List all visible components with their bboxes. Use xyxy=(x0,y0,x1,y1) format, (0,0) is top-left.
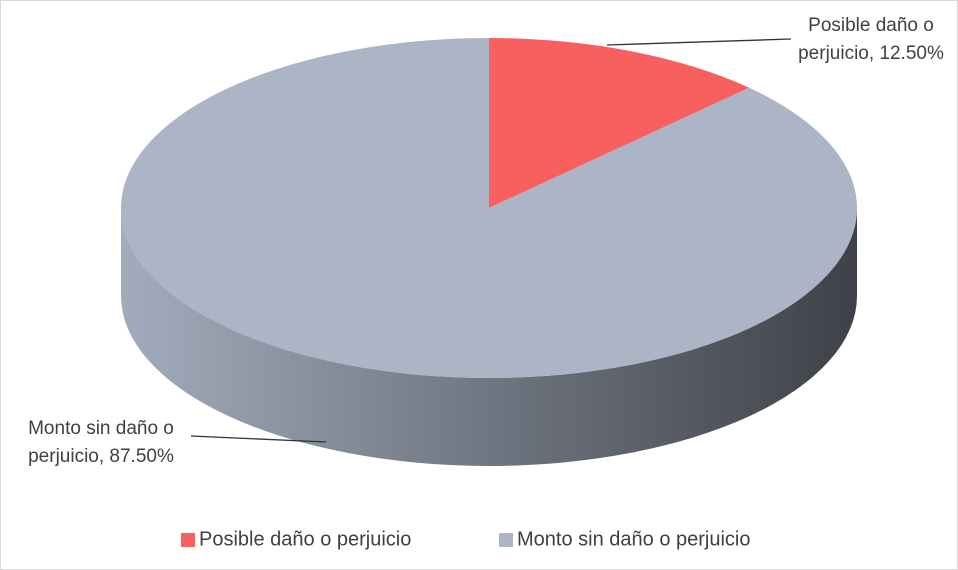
pie-slice xyxy=(120,38,857,378)
legend-label: Posible daño o perjuicio xyxy=(199,528,411,550)
leader-line xyxy=(190,435,327,443)
legend-swatch xyxy=(181,533,195,547)
data-label: Monto sin daño o perjuicio, 87.50% xyxy=(28,418,174,467)
legend-label: Monto sin daño o perjuicio xyxy=(517,528,750,550)
pie-slice xyxy=(489,38,750,208)
leader-line xyxy=(606,38,792,46)
data-label: Posible daño o perjuicio, 12.50% xyxy=(798,15,944,64)
legend-swatch xyxy=(499,533,513,547)
pie-side xyxy=(121,208,857,466)
